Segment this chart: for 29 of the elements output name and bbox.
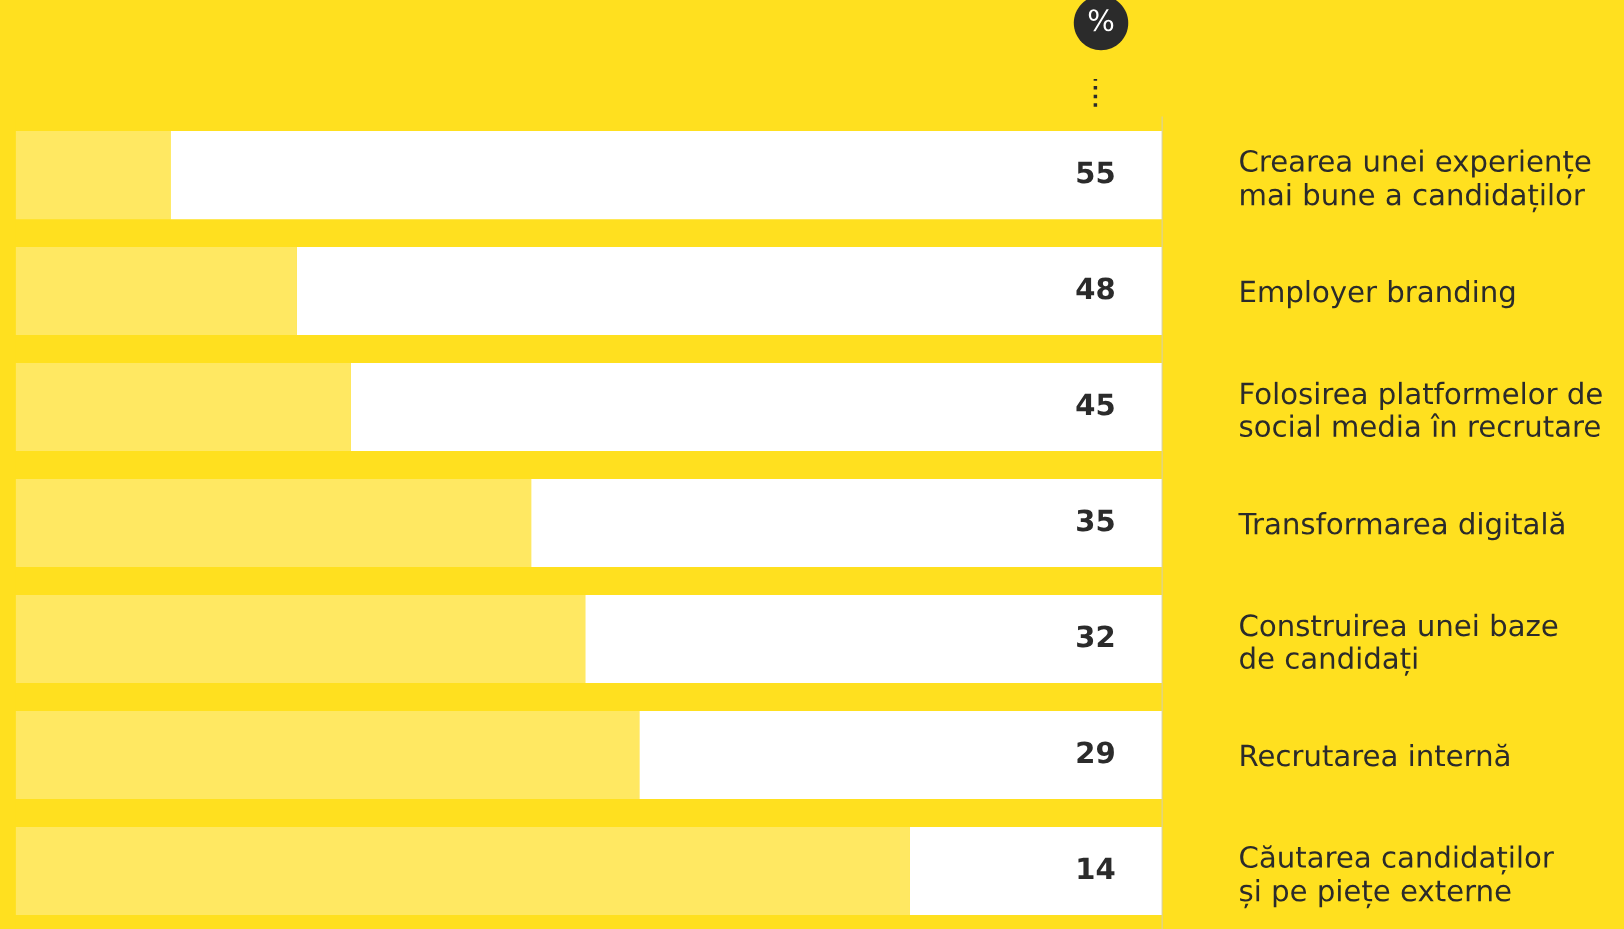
data-label: 45 <box>1076 393 1114 416</box>
y-tick-label: Căutarea candidaților și pe piețe externe <box>1240 845 1554 909</box>
bar <box>15 130 171 220</box>
data-label: 55 <box>1077 161 1114 184</box>
bar <box>15 246 297 336</box>
bar <box>909 826 1163 916</box>
data-label: 32 <box>1077 625 1114 648</box>
y-tick-label: Recrutarea internă <box>1241 743 1509 767</box>
bar <box>350 362 1163 452</box>
bar <box>531 478 1163 568</box>
bar <box>15 710 640 800</box>
bar <box>15 826 910 916</box>
y-tick-label: Crearea unei experiențe mai bune a candidaților <box>1240 149 1591 213</box>
data-label: 35 <box>1077 509 1114 532</box>
bar <box>296 246 1163 336</box>
bar <box>585 594 1163 684</box>
bar <box>170 130 1163 220</box>
data-label: 29 <box>1077 741 1114 764</box>
bar <box>15 478 532 568</box>
x-axis-title: % <box>1088 9 1114 32</box>
bar <box>15 594 586 684</box>
y-tick-label: Construirea unei baze de candidați <box>1240 613 1558 676</box>
y-tick-label: Employer branding <box>1241 279 1515 309</box>
y-tick-label: Transformarea digitală <box>1238 511 1564 541</box>
data-label: 48 <box>1076 277 1114 300</box>
bar <box>639 710 1163 800</box>
y-tick-label: Folosirea platformelor de social media în recrutare <box>1240 381 1602 438</box>
data-label: 14 <box>1078 857 1115 880</box>
bar <box>15 362 351 452</box>
